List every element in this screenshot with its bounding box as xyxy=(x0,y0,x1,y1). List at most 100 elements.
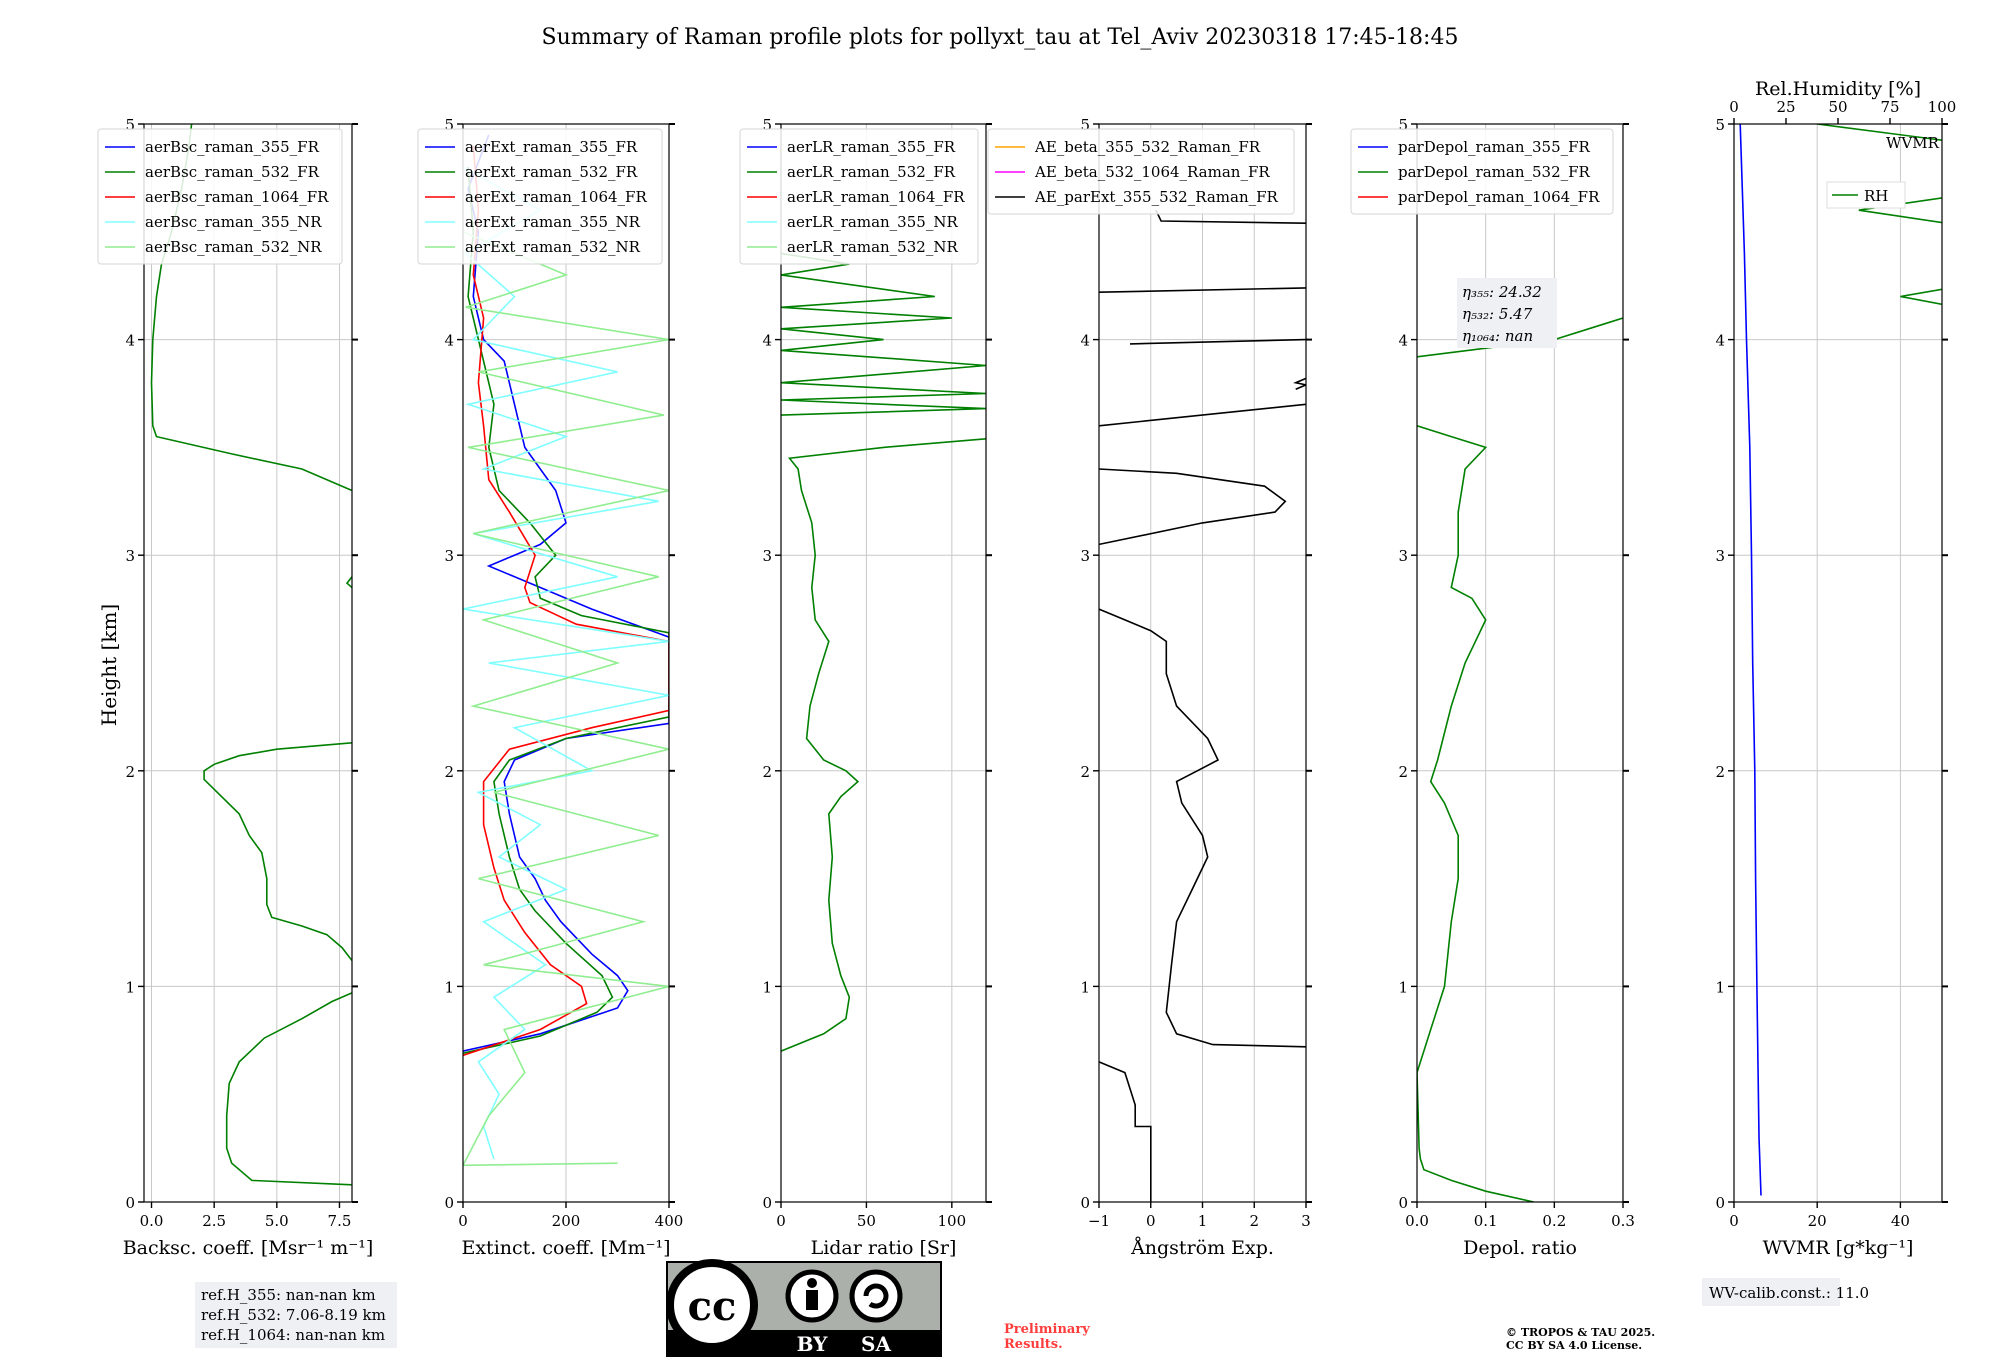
y-tick-label: 4 xyxy=(762,332,772,350)
cc-license-badge: cc BY SA xyxy=(666,1259,942,1357)
ref-line-532: ref.H_532: 7.06-8.19 km xyxy=(201,1306,386,1324)
y-tick-label: 4 xyxy=(1080,332,1090,350)
y-tick-label: 5 xyxy=(1715,116,1725,134)
annotation-line: η₁₀₆₄: nan xyxy=(1462,327,1533,345)
legend-label: aerBsc_raman_532_NR xyxy=(145,238,322,256)
panel-depol: 0 1 2 3 4 5 0.0 0.1 0.2 0.3 Depol. ratio parDepol_r… xyxy=(1350,116,1635,1259)
legend-box xyxy=(1350,128,1614,215)
legend-label: aerExt_raman_355_NR xyxy=(465,213,641,231)
plot-frame xyxy=(143,123,353,1203)
legend-label: aerExt_raman_355_FR xyxy=(465,138,638,156)
legend: WVMR RH xyxy=(1826,134,1940,209)
wv-calib-text: WV-calib.const.: 11.0 xyxy=(1709,1284,1869,1302)
y-tick-label: 5 xyxy=(1398,116,1408,134)
cc-sa-label: SA xyxy=(861,1332,891,1356)
legend-label: parDepol_raman_355_FR xyxy=(1398,138,1591,156)
legend-box xyxy=(417,128,663,265)
series-group xyxy=(1739,124,1942,1196)
x-axis-label: Extinct. coeff. [Mm⁻¹] xyxy=(461,1237,670,1259)
y-tick-label: 2 xyxy=(1398,763,1408,781)
series-line-aerext-raman-355-nr xyxy=(463,166,669,1160)
y-tick-label: 5 xyxy=(444,116,454,134)
legend-box xyxy=(97,128,343,265)
legend-label: WVMR xyxy=(1886,134,1940,152)
x-axis-label: Ångström Exp. xyxy=(1130,1237,1274,1259)
series-line-ae-parext-355-532-raman-fr-c xyxy=(1099,468,1287,546)
x2-tick-label: 75 xyxy=(1880,98,1899,116)
x2-tick-label: 50 xyxy=(1828,98,1847,116)
x-tick-label: 2 xyxy=(1249,1212,1259,1230)
series-group xyxy=(463,134,669,1167)
x-tick-label: 0.0 xyxy=(140,1212,164,1230)
y-tick-label: 3 xyxy=(762,547,772,565)
series-line-ae-parext-355-532-raman-fr-f xyxy=(1129,338,1306,345)
y-tick-label: 2 xyxy=(444,763,454,781)
x-tick-label: 0.1 xyxy=(1474,1212,1498,1230)
x-tick-label: 100 xyxy=(938,1212,967,1230)
series-line-aerext-raman-532-nr xyxy=(463,231,669,1167)
legend: aerExt_raman_355_FR aerExt_raman_532_FRae… xyxy=(417,128,663,265)
y-tick-label: 2 xyxy=(1715,763,1725,781)
x-axis-label: Lidar ratio [Sr] xyxy=(811,1237,957,1259)
y-tick-label: 3 xyxy=(1715,547,1725,565)
legend-label: aerExt_raman_532_FR xyxy=(465,163,638,181)
x-tick-label: 200 xyxy=(552,1212,581,1230)
legend-label: aerExt_raman_1064_FR xyxy=(465,188,647,206)
y-tick-label: 0 xyxy=(1715,1194,1725,1212)
x-tick-label: 20 xyxy=(1808,1212,1827,1230)
ref-line-1064: ref.H_1064: nan-nan km xyxy=(201,1326,385,1344)
series-line-aerbsc-raman-532-fr-b xyxy=(203,742,352,961)
panels: 0 1 2 3 4 5 0.0 2.5 5.0 7.5 Backsc. coeff. [Msr⁻¹ … xyxy=(97,78,1957,1259)
y-tick-label: 1 xyxy=(762,978,772,996)
y-tick-label: 1 xyxy=(1080,978,1090,996)
annotation-box xyxy=(1457,278,1557,348)
x-tick-label: 0 xyxy=(1146,1212,1156,1230)
legend-box xyxy=(987,128,1295,215)
copyright-note: © TROPOS & TAU 2025. CC BY SA 4.0 Licens… xyxy=(1506,1326,1655,1352)
legend-label: aerLR_raman_1064_FR xyxy=(787,188,965,206)
ref-box: ref.H_355: nan-nan km ref.H_532: 7.06-8.… xyxy=(195,1282,397,1348)
series-group xyxy=(1417,317,1623,1202)
legend-label: aerBsc_raman_355_NR xyxy=(145,213,322,231)
x-axis-label: Backsc. coeff. [Msr⁻¹ m⁻¹] xyxy=(123,1237,374,1259)
legend: aerLR_raman_355_FR aerLR_raman_532_FR aerL… xyxy=(739,128,979,265)
series-group xyxy=(1099,209,1306,1202)
series-line-ae-parext-355-532-raman-fr-e xyxy=(1293,377,1306,390)
x-tick-label: 400 xyxy=(655,1212,684,1230)
x-tick-label: 2.5 xyxy=(202,1212,226,1230)
y-tick-label: 4 xyxy=(1398,332,1408,350)
legend: aerBsc_raman_355_FR aerBsc_raman_532_FRae… xyxy=(97,128,343,265)
x2-tick-label: 0 xyxy=(1729,98,1739,116)
y-axis-label: Height [km] xyxy=(97,604,121,726)
legend-label: aerLR_raman_532_NR xyxy=(787,238,958,256)
y-tick-label: 2 xyxy=(125,763,135,781)
legend-box xyxy=(739,128,979,265)
legend-label: AE_beta_532_1064_Raman_FR xyxy=(1034,163,1270,181)
x-axis-label: WVMR [g*kg⁻¹] xyxy=(1763,1237,1914,1259)
x-tick-label: 3 xyxy=(1301,1212,1311,1230)
series-line-ae-parext-355-532-raman-fr-g xyxy=(1099,287,1306,293)
plot-frame xyxy=(780,123,987,1203)
y-tick-label: 0 xyxy=(1080,1194,1090,1212)
x-tick-label: 0.2 xyxy=(1542,1212,1566,1230)
y-tick-label: 5 xyxy=(1080,116,1090,134)
series-line-aerlr-raman-532-fr xyxy=(781,438,986,1052)
wv-calib-box: WV-calib.const.: 11.0 xyxy=(1702,1278,1869,1306)
x-tick-label: 7.5 xyxy=(328,1212,352,1230)
legend-label: aerBsc_raman_1064_FR xyxy=(145,188,329,206)
x-tick-label: 0.3 xyxy=(1611,1212,1635,1230)
y-tick-label: 1 xyxy=(125,978,135,996)
series-line-ae-parext-355-532-raman-fr-b xyxy=(1099,608,1306,1048)
legend-label: AE_parExt_355_532_Raman_FR xyxy=(1034,188,1279,206)
y-tick-label: 4 xyxy=(125,332,135,350)
x2-tick-label: 100 xyxy=(1928,98,1957,116)
legend-label: parDepol_raman_1064_FR xyxy=(1398,188,1600,206)
legend: AE_beta_355_532_Raman_FR AE_beta_532_1064… xyxy=(987,128,1295,215)
preliminary-line-1: Preliminary xyxy=(1004,1322,1090,1337)
y-tick-label: 3 xyxy=(1080,547,1090,565)
legend-label: aerBsc_raman_532_FR xyxy=(145,163,320,181)
legend-label: aerLR_raman_355_NR xyxy=(787,213,958,231)
